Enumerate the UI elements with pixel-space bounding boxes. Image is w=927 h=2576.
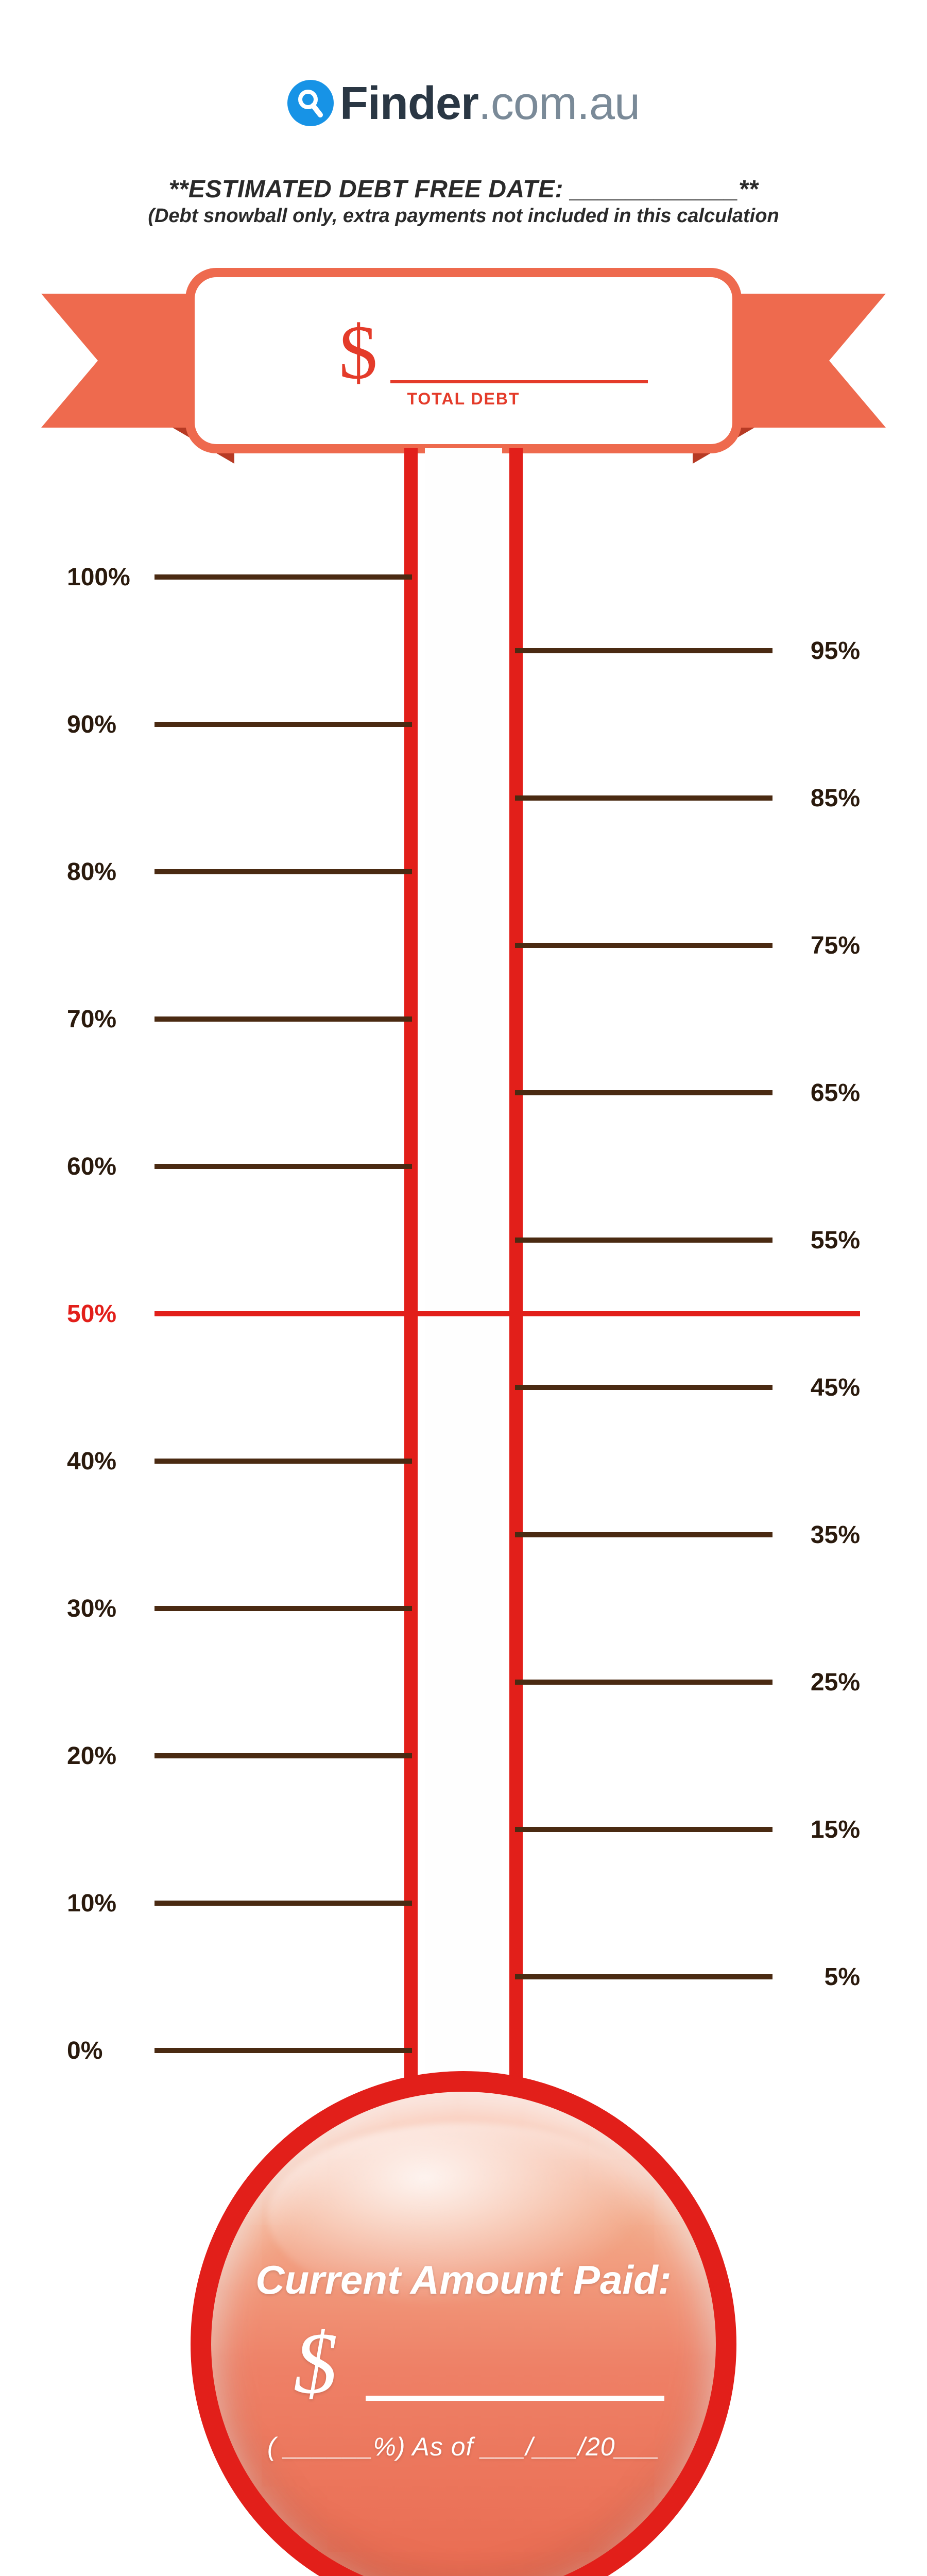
tick-line xyxy=(154,722,412,727)
tick-label: 100% xyxy=(67,563,144,591)
tick-25: 25% xyxy=(515,1680,860,1685)
total-debt-dollar-sign: $ xyxy=(339,308,377,397)
current-amount-dollar-sign: $ xyxy=(294,2313,337,2414)
magnifier-icon xyxy=(287,80,334,126)
tick-label: 15% xyxy=(783,1816,860,1844)
thermometer-column xyxy=(404,448,523,2102)
tick-35: 35% xyxy=(515,1532,860,1537)
tick-65: 65% xyxy=(515,1090,860,1095)
tick-90: 90% xyxy=(67,722,412,727)
tick-75: 75% xyxy=(515,943,860,948)
tick-line xyxy=(154,2048,412,2053)
tick-label: 95% xyxy=(783,637,860,665)
tick-100: 100% xyxy=(67,574,412,580)
tick-label: 65% xyxy=(783,1079,860,1107)
tick-line xyxy=(154,1164,412,1169)
tick-30: 30% xyxy=(67,1606,412,1611)
brand-text-2: .com.au xyxy=(478,78,640,129)
tick-line xyxy=(515,648,772,653)
tick-line xyxy=(515,1974,772,1979)
tick-label: 40% xyxy=(67,1447,144,1476)
tick-label: 80% xyxy=(67,858,144,886)
tick-label: 85% xyxy=(783,784,860,812)
tick-80: 80% xyxy=(67,869,412,874)
tick-line xyxy=(515,943,772,948)
tick-label: 75% xyxy=(783,931,860,960)
tick-label: 90% xyxy=(67,710,144,739)
tick-50: 50% xyxy=(67,1311,860,1316)
thermometer-bulb: Current Amount Paid: $ ( ______%) As of … xyxy=(191,2071,736,2576)
estimated-date-line: **ESTIMATED DEBT FREE DATE: ____________… xyxy=(0,175,927,204)
tick-label: 50% xyxy=(67,1300,144,1328)
tick-20: 20% xyxy=(67,1753,412,1758)
brand-logo: Finder.com.au xyxy=(0,77,927,130)
total-debt-underline xyxy=(390,380,648,383)
tick-85: 85% xyxy=(515,795,860,801)
tick-label: 20% xyxy=(67,1742,144,1770)
tick-label: 25% xyxy=(783,1668,860,1697)
estimated-date-note: (Debt snowball only, extra payments not … xyxy=(0,205,927,227)
current-amount-label: Current Amount Paid: xyxy=(211,2257,716,2303)
tick-40: 40% xyxy=(67,1459,412,1464)
tick-line xyxy=(515,1827,772,1832)
tick-0: 0% xyxy=(67,2048,412,2053)
tick-5: 5% xyxy=(515,1974,860,1979)
tick-line xyxy=(515,1532,772,1537)
tick-line xyxy=(154,1901,412,1906)
tick-line xyxy=(515,1680,772,1685)
tick-label: 5% xyxy=(783,1963,860,1991)
tick-line xyxy=(515,1385,772,1390)
brand-text-1: Finder xyxy=(340,78,478,129)
tick-label: 45% xyxy=(783,1374,860,1402)
tick-15: 15% xyxy=(515,1827,860,1832)
tick-line xyxy=(154,574,412,580)
tick-line xyxy=(515,1090,772,1095)
ribbon-center-panel: $ TOTAL DEBT xyxy=(185,268,742,453)
tick-line xyxy=(154,1606,412,1611)
tick-70: 70% xyxy=(67,1016,412,1022)
tick-label: 0% xyxy=(67,2037,144,2065)
total-debt-label: TOTAL DEBT xyxy=(195,389,732,409)
tick-line xyxy=(154,1459,412,1464)
tick-10: 10% xyxy=(67,1901,412,1906)
tick-line xyxy=(154,1753,412,1758)
tick-label: 70% xyxy=(67,1005,144,1033)
tick-label: 30% xyxy=(67,1595,144,1623)
tick-95: 95% xyxy=(515,648,860,653)
tick-label: 60% xyxy=(67,1153,144,1181)
tick-label: 55% xyxy=(783,1226,860,1255)
current-amount-underline xyxy=(366,2396,664,2401)
thermometer-inner xyxy=(425,448,502,2102)
tick-line xyxy=(154,1016,412,1022)
current-amount-subline: ( ______%) As of ___/___/20___ xyxy=(211,2432,716,2462)
tick-55: 55% xyxy=(515,1238,860,1243)
tick-line xyxy=(154,869,412,874)
tick-line xyxy=(154,1311,860,1316)
tick-label: 10% xyxy=(67,1889,144,1918)
tick-line xyxy=(515,1238,772,1243)
tick-label: 35% xyxy=(783,1521,860,1549)
tick-60: 60% xyxy=(67,1164,412,1169)
tick-45: 45% xyxy=(515,1385,860,1390)
tick-line xyxy=(515,795,772,801)
